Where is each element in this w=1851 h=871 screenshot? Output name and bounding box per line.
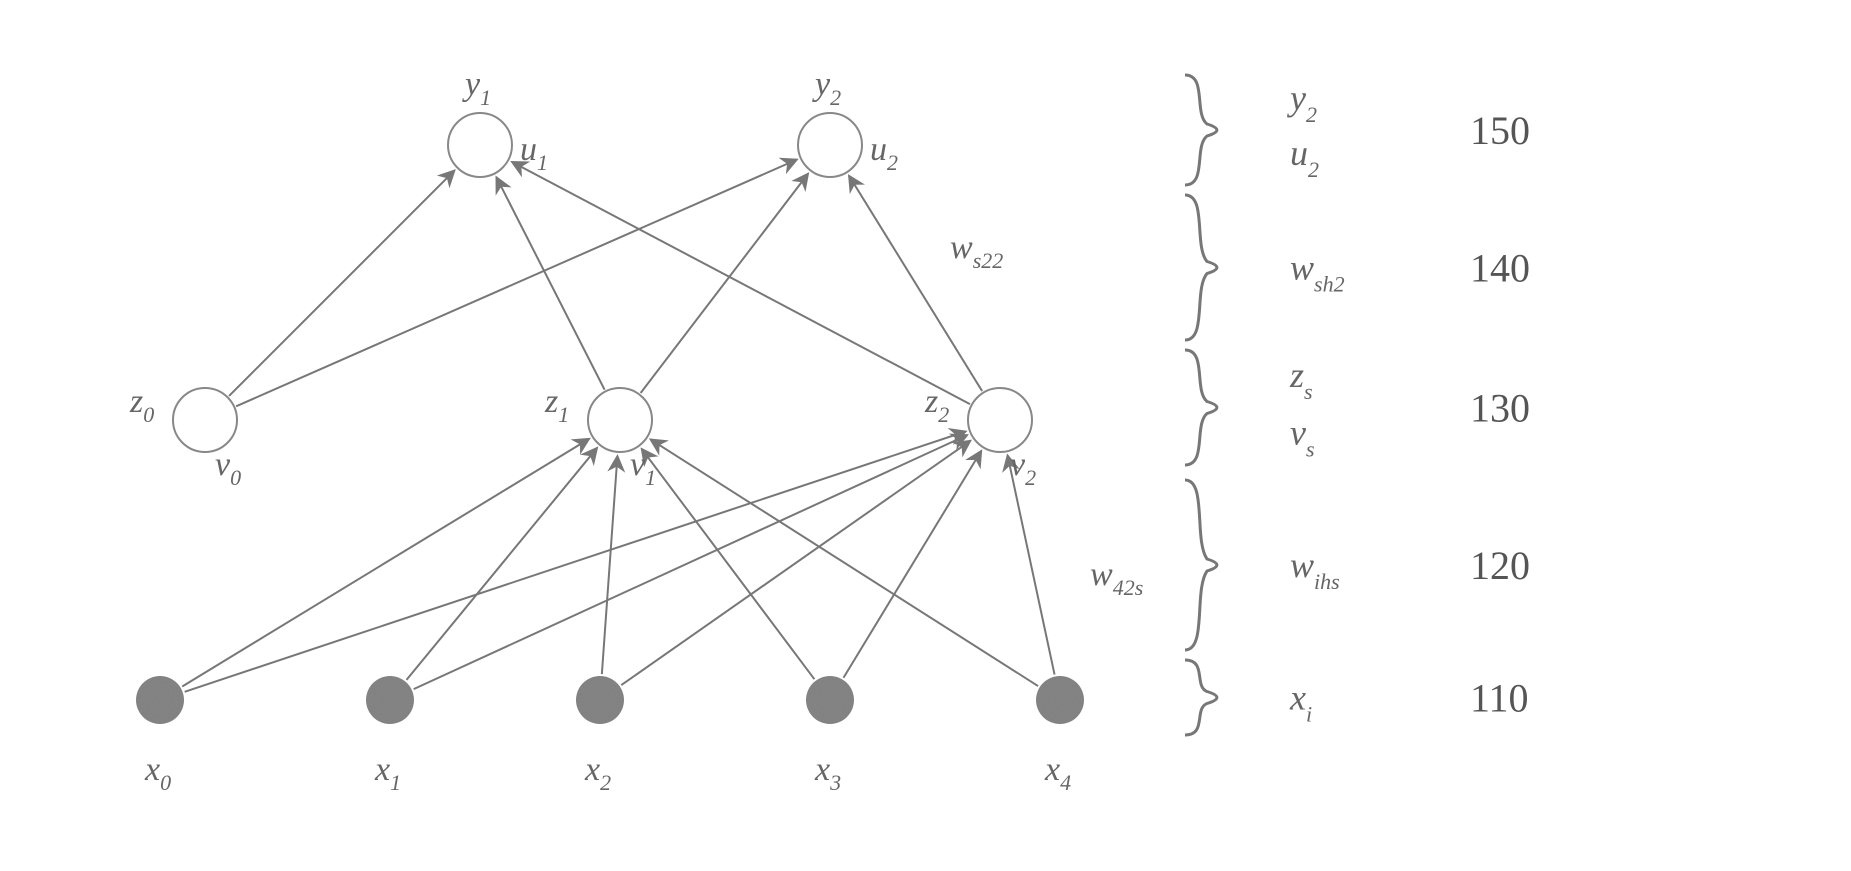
edge <box>496 177 604 390</box>
legend-ref-number: 140 <box>1470 246 1530 291</box>
hidden-label-v: v1 <box>630 446 656 490</box>
edge <box>650 439 1038 686</box>
hidden-label-z: z1 <box>544 383 569 427</box>
output-node <box>448 113 512 177</box>
legend-brace <box>1185 75 1217 185</box>
input-label: x0 <box>144 751 171 795</box>
input-label: x2 <box>584 751 611 795</box>
legend-ref-number: 150 <box>1470 108 1530 153</box>
legend-brace <box>1185 350 1217 465</box>
edge <box>236 159 797 406</box>
edge <box>512 162 970 404</box>
nodes-group: x0x1x2x3x4z0v0z1v1z2v2y1u1y2u2 <box>129 66 1084 795</box>
legend-ref-number: 120 <box>1470 543 1530 588</box>
weight-label: w42s <box>1090 556 1143 600</box>
legend-brace <box>1185 480 1217 650</box>
input-to-hidden-edges <box>182 431 1054 691</box>
hidden-node <box>173 388 237 452</box>
input-label: x4 <box>1044 751 1071 795</box>
input-label: x1 <box>374 751 401 795</box>
legend-symbol: y2 <box>1287 78 1317 127</box>
hidden-label-v: v0 <box>215 446 241 490</box>
hidden-to-output-edges <box>229 159 982 406</box>
legend-symbol: u2 <box>1290 133 1319 182</box>
edge <box>843 451 981 678</box>
edge <box>849 176 982 391</box>
edge <box>182 439 589 687</box>
legend-symbol: xi <box>1289 678 1312 727</box>
legend-brace <box>1185 660 1217 735</box>
edge <box>642 449 815 679</box>
legend-ref-number: 130 <box>1470 386 1530 431</box>
legend-symbol: vs <box>1290 412 1315 461</box>
legend-symbol: zs <box>1289 355 1313 404</box>
output-node <box>798 113 862 177</box>
hidden-node <box>968 388 1032 452</box>
output-label-u: u2 <box>870 131 898 175</box>
edge <box>229 170 455 396</box>
hidden-label-z: z2 <box>924 383 949 427</box>
weight-label: ws22 <box>950 229 1003 273</box>
edge <box>185 431 966 691</box>
hidden-label-z: z0 <box>129 383 154 427</box>
legend-symbol: wsh2 <box>1290 248 1345 297</box>
neural-network-diagram: x0x1x2x3x4z0v0z1v1z2v2y1u1y2u2 ws22w42s … <box>0 0 1851 871</box>
hidden-node <box>588 388 652 452</box>
edge <box>641 174 809 393</box>
legend-symbol: wihs <box>1290 545 1340 594</box>
legend-ref-number: 110 <box>1470 676 1529 721</box>
legend-brace <box>1185 195 1217 340</box>
edge <box>621 441 970 685</box>
edge <box>414 435 968 689</box>
output-label-y: y1 <box>462 66 491 110</box>
output-label-y: y2 <box>812 66 841 110</box>
layer-legend: y2 u2 150 wsh2 140 zs vs 130 wihs 120 xi 110 <box>1185 75 1530 735</box>
input-label: x3 <box>814 751 841 795</box>
edge <box>602 456 618 674</box>
